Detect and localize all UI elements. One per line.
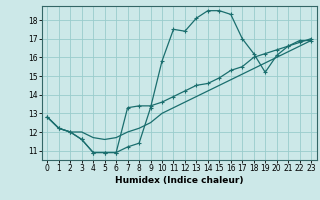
X-axis label: Humidex (Indice chaleur): Humidex (Indice chaleur) <box>115 176 244 185</box>
